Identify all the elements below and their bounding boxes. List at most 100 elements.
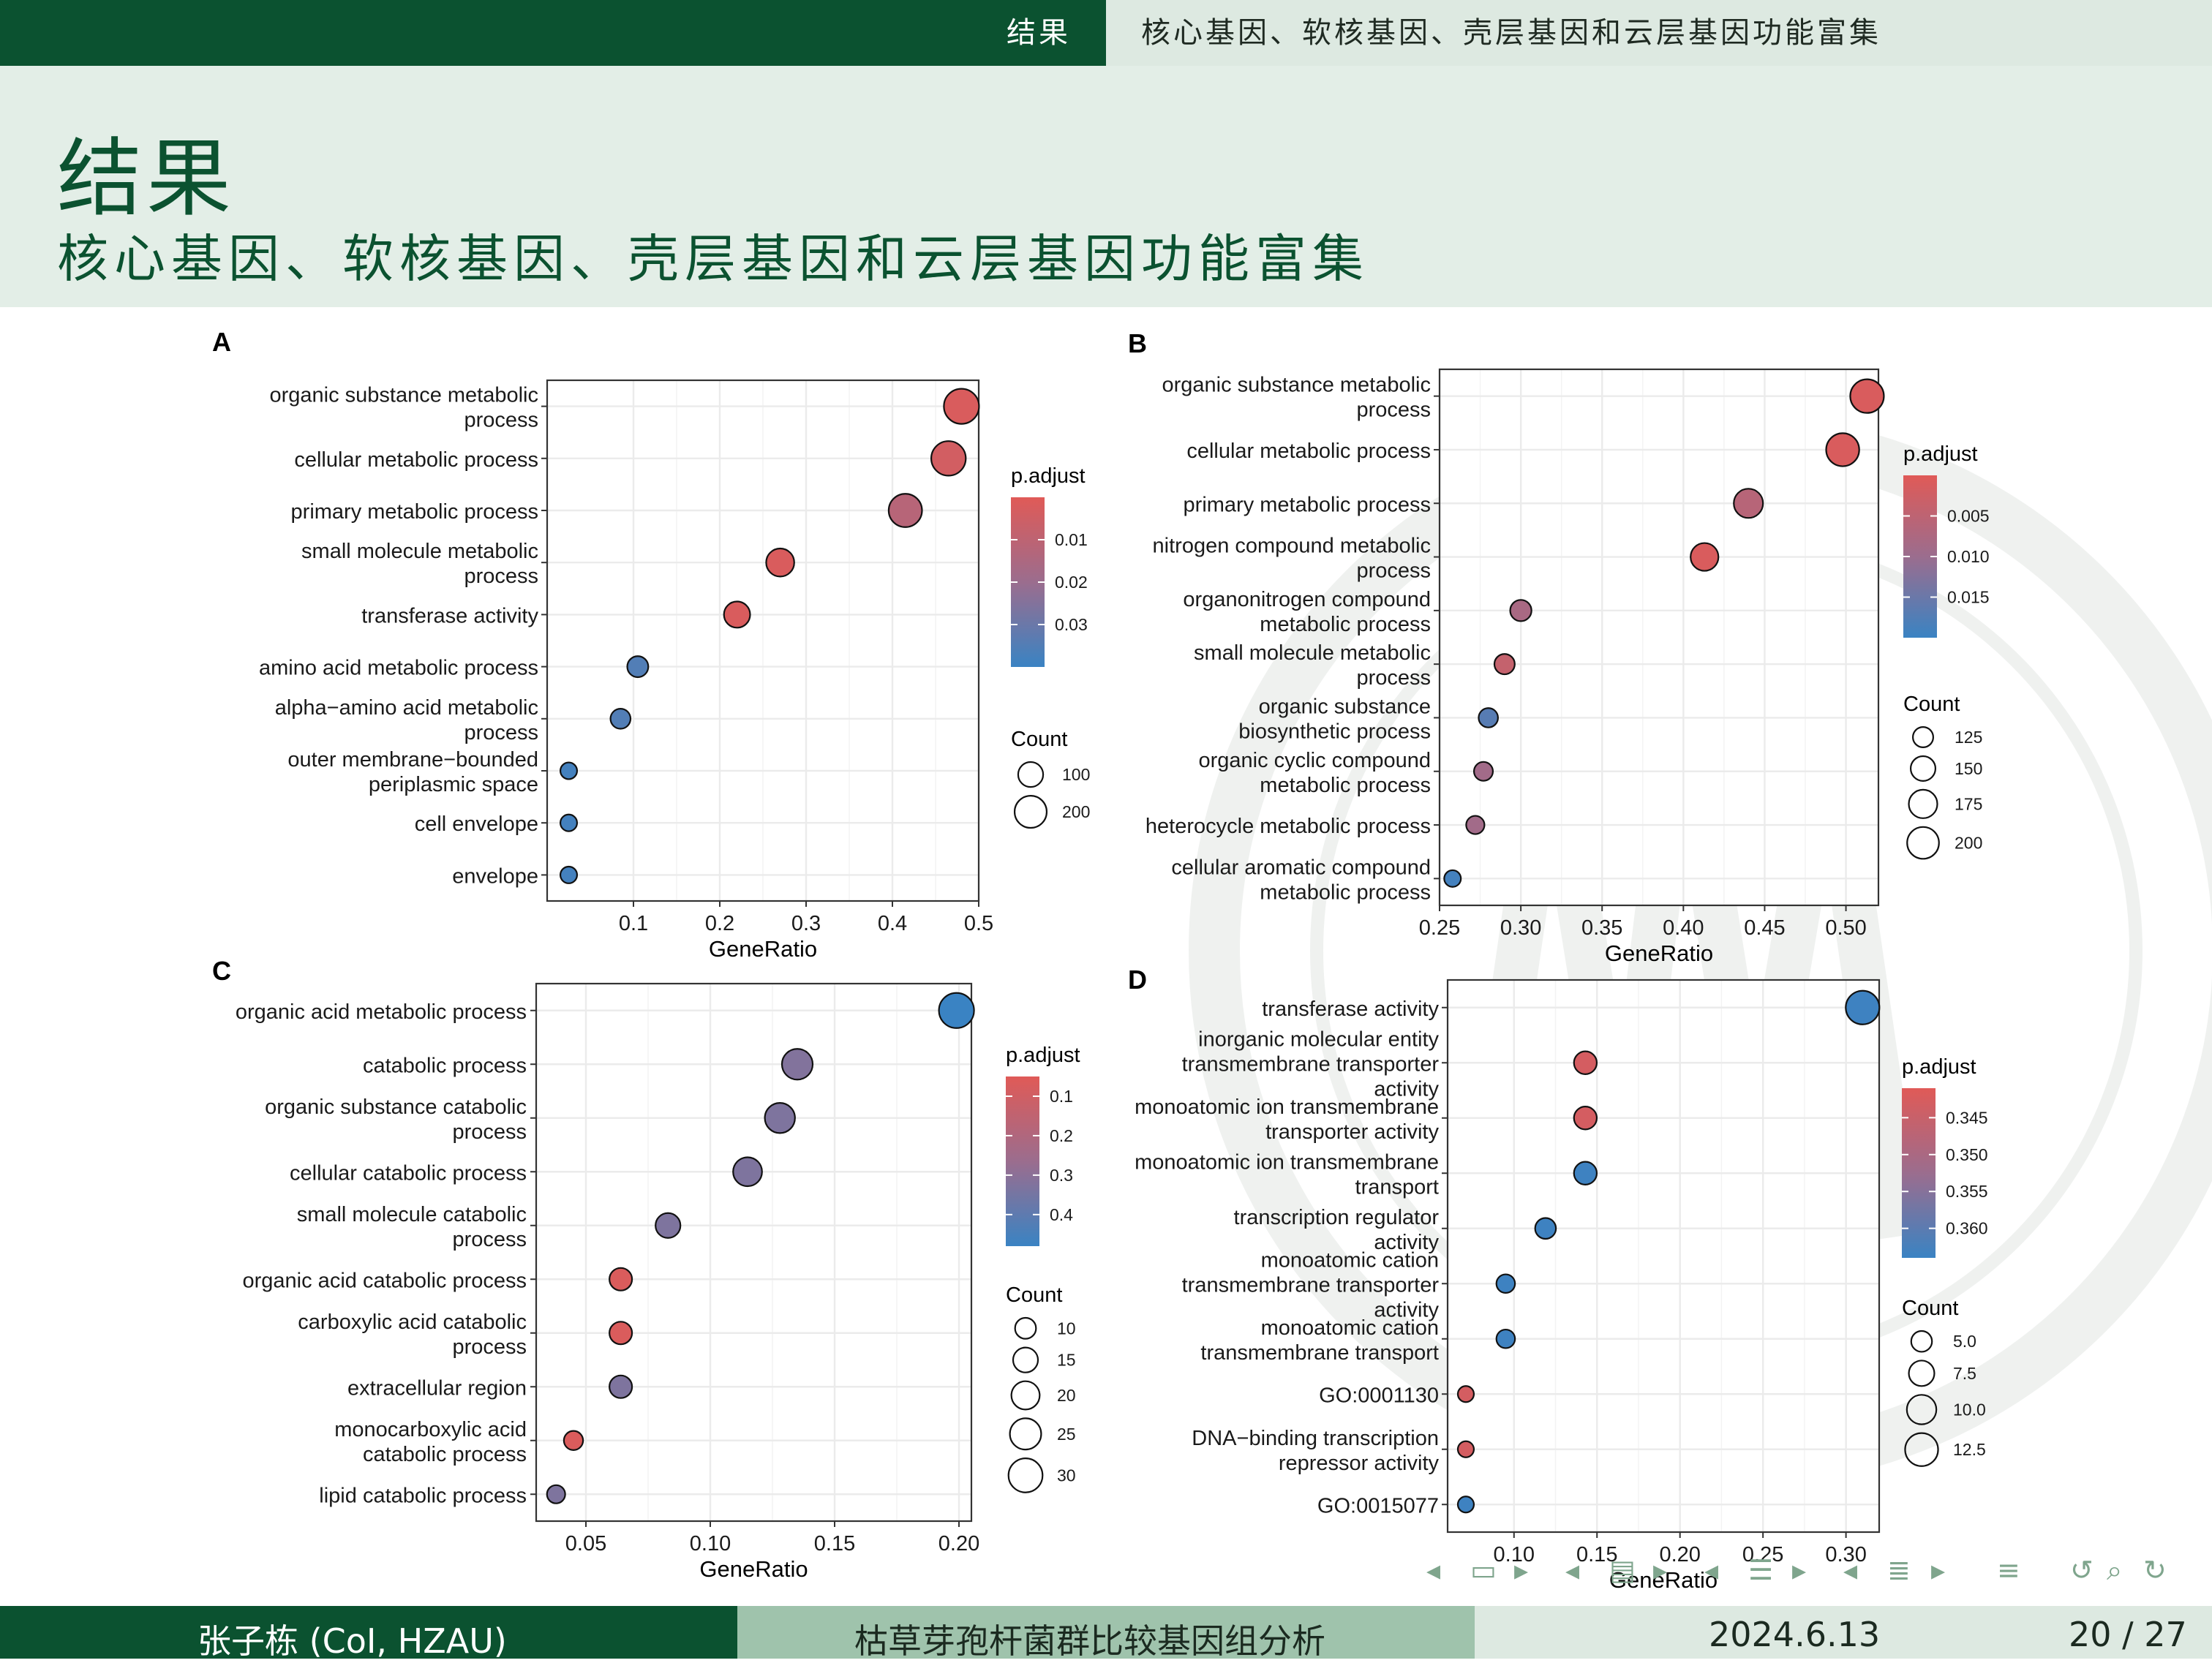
size-legend-circle: [1911, 725, 1935, 749]
y-tick-label: transferase activity: [361, 604, 538, 627]
arrow-right-icon[interactable]: ▸: [1931, 1554, 1946, 1586]
y-tick-label: DNA−binding transcription repressor activ…: [1192, 1427, 1439, 1475]
y-tick-label: cellular aromatic compound metabolic proc…: [1171, 856, 1431, 904]
undo-icon[interactable]: ↺: [2070, 1554, 2094, 1586]
color-legend-title: p.adjust: [1903, 442, 1978, 466]
current-section-label[interactable]: 结果: [1007, 16, 1071, 50]
y-tick-label: monoatomic ion transmembrane transporter …: [1135, 1096, 1439, 1144]
panel-letter: C: [212, 956, 231, 986]
data-point: [609, 1267, 633, 1291]
size-legend-title: Count: [1006, 1283, 1062, 1307]
y-tick-label: cellular metabolic process: [294, 448, 538, 472]
subsection-icon[interactable]: ▤: [1609, 1554, 1636, 1586]
data-point: [1478, 707, 1499, 728]
data-point: [930, 440, 967, 477]
top-bar-section-area[interactable]: 结果: [0, 0, 1106, 66]
data-point: [1825, 432, 1860, 467]
arrow-left-icon[interactable]: ◂: [1843, 1554, 1858, 1586]
y-tick-label: lipid catabolic process: [319, 1484, 527, 1507]
x-axis-label: GeneRatio: [1605, 940, 1713, 966]
size-legend-circle: [1910, 1330, 1933, 1353]
y-tick-label: primary metabolic process: [1184, 493, 1431, 516]
data-point: [887, 493, 923, 528]
size-legend-circle: [1904, 1432, 1939, 1467]
size-legend-label: 175: [1955, 794, 1982, 813]
size-legend-label: 30: [1057, 1466, 1076, 1485]
footer-author: 张子栋 (CoI, HZAU): [198, 1621, 507, 1661]
data-point: [626, 655, 650, 679]
size-legend-label: 10.0: [1953, 1400, 1986, 1419]
size-legend-circle: [1009, 1417, 1042, 1451]
y-tick-label: monoatomic cation transmembrane transport…: [1182, 1248, 1440, 1321]
size-legend-title: Count: [1903, 693, 1960, 716]
x-tick-label: 0.1: [619, 912, 648, 935]
size-legend-circle: [1908, 1360, 1936, 1387]
arrow-right-icon[interactable]: ▸: [1792, 1554, 1807, 1586]
color-legend-label: 0.4: [1050, 1205, 1073, 1224]
x-tick-label: 0.3: [791, 912, 821, 935]
panel-letter: D: [1128, 965, 1147, 995]
data-point: [764, 1102, 796, 1134]
size-legend-label: 100: [1062, 765, 1090, 784]
arrow-right-icon[interactable]: ▸: [1514, 1554, 1529, 1586]
size-legend-label: 5.0: [1953, 1332, 1976, 1351]
panel-letter: A: [212, 327, 231, 357]
x-tick-label: 0.4: [878, 912, 907, 935]
y-tick-label: carboxylic acid catabolic process: [298, 1311, 527, 1359]
arrow-left-icon[interactable]: ◂: [1704, 1554, 1719, 1586]
data-point: [546, 1484, 566, 1504]
section-icon[interactable]: ☰: [1748, 1554, 1774, 1586]
x-tick-label: 0.50: [1825, 916, 1866, 940]
slide-footer: 张子栋 (CoI, HZAU) 枯草芽孢杆菌群比较基因组分析 2024.6.13…: [0, 1606, 2212, 1661]
align-icon[interactable]: ≡: [1997, 1554, 2020, 1586]
y-tick-label: alpha−amino acid metabolic process: [275, 696, 538, 744]
footer-title-area: 枯草芽孢杆菌群比较基因组分析: [737, 1606, 1475, 1661]
y-tick-label: organic substance metabolic process: [269, 384, 538, 432]
footer-talk-title: 枯草芽孢杆菌群比较基因组分析: [854, 1621, 1325, 1661]
data-point: [732, 1156, 763, 1188]
frame-icon[interactable]: ▭: [1470, 1554, 1497, 1586]
color-legend-label: 0.3: [1050, 1166, 1073, 1185]
data-point: [1573, 1161, 1598, 1185]
data-point: [559, 813, 579, 832]
size-legend-circle: [1017, 761, 1045, 788]
y-tick-label: organonitrogen compound metabolic process: [1183, 588, 1431, 636]
color-legend-label: 0.350: [1946, 1145, 1988, 1164]
x-tick-label: 0.35: [1581, 916, 1622, 940]
y-tick-label: organic substance biosynthetic process: [1238, 695, 1431, 743]
current-subsection-label[interactable]: 核心基因、软核基因、壳层基因和云层基因功能富集: [1141, 16, 1881, 50]
size-legend-circle: [1906, 1394, 1938, 1425]
arrow-left-icon[interactable]: ◂: [1426, 1554, 1441, 1586]
arrow-right-icon[interactable]: ▸: [1653, 1554, 1668, 1586]
top-bar-subsection-area[interactable]: 核心基因、软核基因、壳层基因和云层基因功能富集: [1106, 0, 2212, 66]
color-legend-label: 0.03: [1055, 615, 1088, 634]
size-legend-label: 150: [1955, 759, 1982, 778]
data-point: [943, 388, 980, 425]
y-tick-label: cellular metabolic process: [1186, 440, 1431, 463]
y-tick-label: heterocycle metabolic process: [1146, 815, 1431, 838]
y-tick-label: transcription regulator activity: [1234, 1206, 1440, 1254]
size-legend-circle: [1012, 1346, 1039, 1373]
size-legend-circle: [1010, 1380, 1041, 1411]
x-tick-label: 0.30: [1825, 1543, 1866, 1566]
data-point: [1493, 653, 1516, 676]
color-legend-label: 0.01: [1055, 530, 1088, 549]
arrow-left-icon[interactable]: ◂: [1565, 1554, 1580, 1586]
data-point: [1509, 599, 1532, 622]
section-list-icon[interactable]: ≣: [1887, 1554, 1911, 1586]
size-legend-title: Count: [1902, 1297, 1958, 1320]
panel-letter: B: [1128, 328, 1147, 358]
data-point: [1495, 1328, 1516, 1349]
footer-date-page-area: 2024.6.13 20 / 27: [1475, 1606, 2212, 1659]
search-icon[interactable]: ⌕: [2107, 1554, 2123, 1586]
color-legend-label: 0.02: [1055, 573, 1088, 592]
y-tick-label: small molecule metabolic process: [1194, 641, 1431, 690]
data-point: [609, 708, 632, 730]
data-point: [609, 1374, 633, 1399]
data-point: [1495, 1273, 1516, 1294]
color-legend-title: p.adjust: [1006, 1044, 1080, 1067]
x-tick-label: 0.5: [964, 912, 993, 935]
redo-icon[interactable]: ↻: [2143, 1554, 2167, 1586]
